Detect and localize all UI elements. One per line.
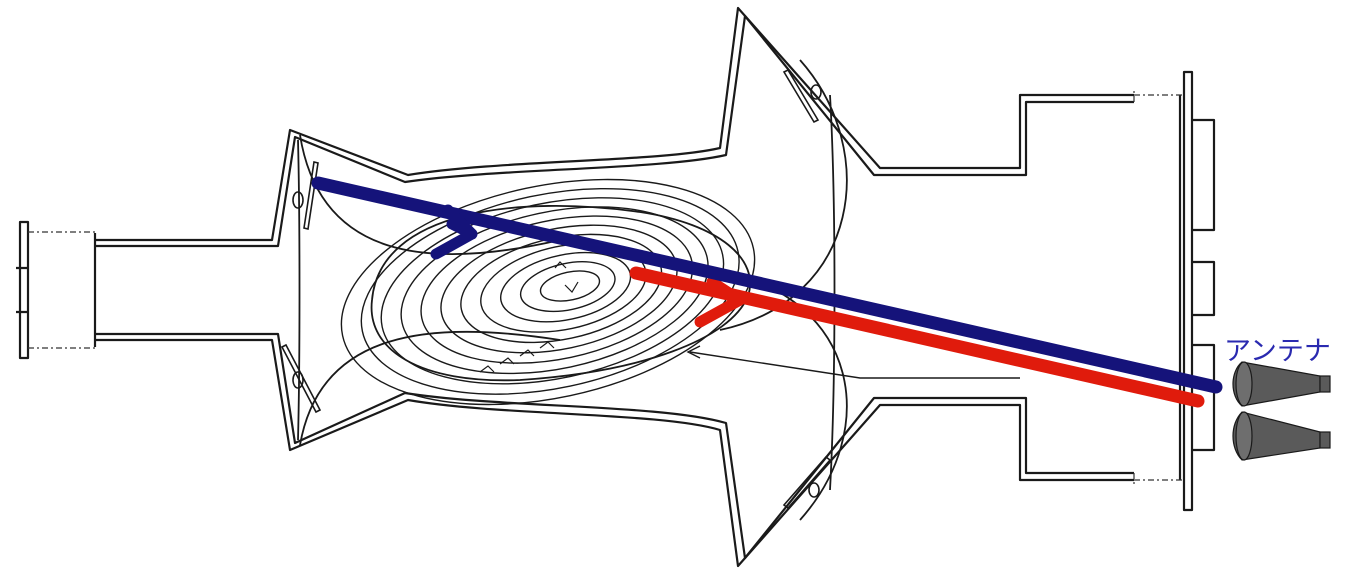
blue-beam-arrowhead-icon <box>430 204 478 260</box>
antenna-label: アンテナ <box>1224 336 1331 367</box>
lower-horn-antenna-icon <box>1232 411 1331 461</box>
beams <box>311 176 1223 408</box>
upper-horn-antenna-icon <box>1232 361 1331 407</box>
vessel-outline <box>16 6 1216 568</box>
flux-surface <box>400 206 709 375</box>
red-beam-arrowhead-icon <box>694 276 746 328</box>
incident-blue-beam <box>311 176 1223 394</box>
flux-surface <box>539 270 601 302</box>
flux-surface <box>519 261 616 313</box>
flux-surface <box>420 215 694 364</box>
flux-surface <box>380 197 725 385</box>
flux-surface <box>360 187 740 395</box>
transmission-arrow-icon <box>686 345 701 359</box>
transmission-line <box>689 351 1020 379</box>
flux-surface <box>340 178 756 406</box>
divertor-plates <box>280 68 832 510</box>
flange-dashes <box>28 88 1184 487</box>
flux-arrows <box>479 261 579 373</box>
